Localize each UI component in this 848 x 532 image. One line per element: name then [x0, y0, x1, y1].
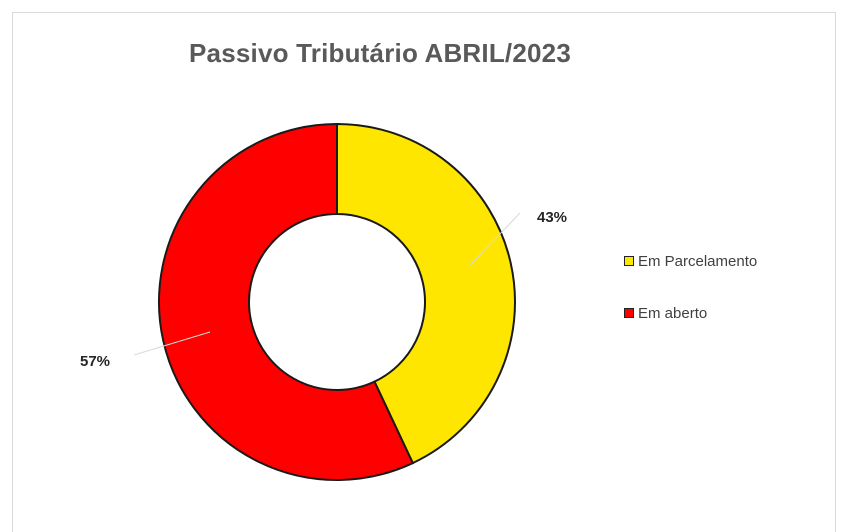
- donut-slice-em-parcelamento[interactable]: [336, 122, 516, 465]
- legend-label-em-parcelamento: Em Parcelamento: [638, 252, 758, 270]
- data-label-em-parcelamento: 43%: [537, 209, 567, 226]
- leader-line-em-aberto: [133, 331, 211, 356]
- leader-line-em-parcelamento: [469, 212, 521, 266]
- legend: Em Parcelamento Em aberto: [624, 250, 757, 354]
- legend-label-em-aberto: Em aberto: [638, 304, 708, 322]
- chart-title: Passivo Tributário ABRIL/2023: [189, 38, 571, 68]
- data-label-em-aberto: 57%: [80, 353, 110, 370]
- legend-swatch-em-parcelamento: [624, 256, 634, 266]
- legend-swatch-em-aberto: [624, 308, 634, 318]
- leader-lines: [133, 212, 521, 356]
- donut-slices: [158, 122, 516, 481]
- data-labels: 43% 57%: [80, 209, 567, 370]
- legend-item-em-aberto[interactable]: Em aberto: [624, 302, 757, 324]
- legend-item-em-parcelamento[interactable]: Em Parcelamento: [624, 250, 757, 272]
- donut-slice-em-aberto[interactable]: [158, 122, 415, 481]
